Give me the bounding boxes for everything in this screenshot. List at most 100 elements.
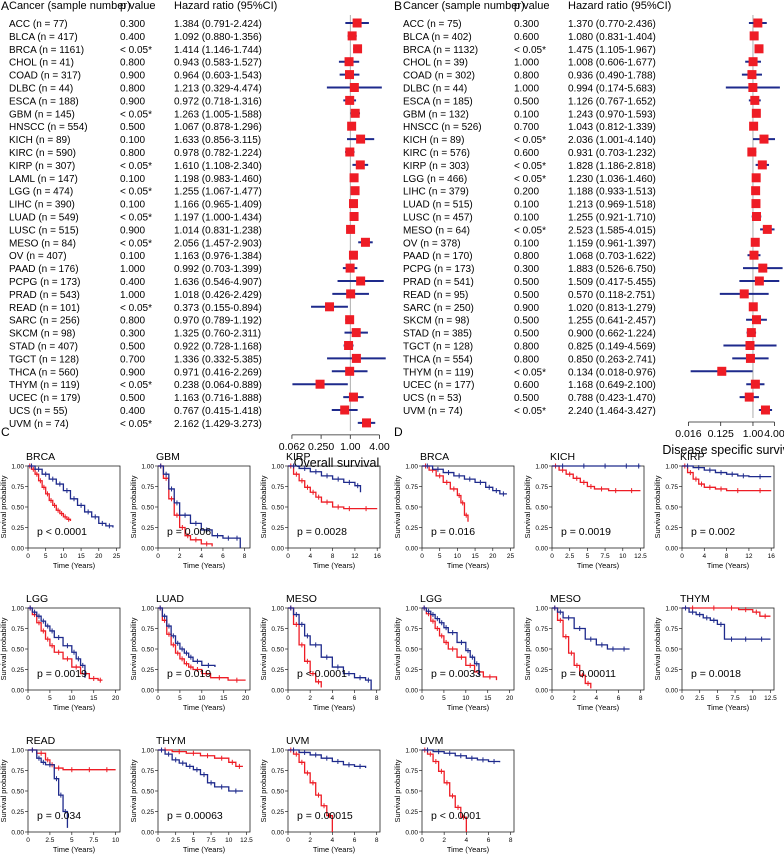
y-tick-label: 0.75 bbox=[405, 484, 418, 491]
x-tick-label: 16 bbox=[768, 553, 776, 560]
hr-box bbox=[749, 31, 759, 41]
row-hr-text: 0.992 (0.703-1.399) bbox=[174, 264, 262, 275]
row-hr-text: 1.213 (0.329-4.474) bbox=[174, 84, 262, 95]
row-hr-text: 1.198 (0.983-1.460) bbox=[174, 174, 262, 185]
row-label: LGG (n = 466) bbox=[403, 174, 467, 185]
y-tick-label: 0.25 bbox=[11, 525, 24, 532]
x-tick-label: 8 bbox=[243, 553, 247, 560]
x-axis-title: Time (Years) bbox=[447, 703, 490, 712]
x-tick-label: 10 bbox=[462, 695, 470, 702]
row-hr-text: 1.067 (0.878-1.296) bbox=[174, 122, 262, 133]
row-label: TGCT (n = 128) bbox=[9, 354, 79, 365]
row-label: OV (n = 407) bbox=[9, 251, 67, 262]
x-tick-label: 15 bbox=[484, 695, 492, 702]
row-hr-text: 1.213 (0.969-1.518) bbox=[568, 200, 656, 211]
x-tick-label: 5 bbox=[48, 695, 52, 702]
row-hr-text: 1.166 (0.965-1.409) bbox=[174, 200, 262, 211]
x-tick-label: 0 bbox=[550, 553, 554, 560]
row-pvalue: 0.600 bbox=[514, 380, 539, 391]
row-label: DLBC (n = 44) bbox=[9, 84, 73, 95]
row-label: KIRC (n = 590) bbox=[9, 148, 76, 159]
x-axis-title: Time (Years) bbox=[577, 703, 620, 712]
row-label: LUSC (n = 515) bbox=[9, 225, 79, 236]
x-tick-label: 0 bbox=[680, 553, 684, 560]
row-pvalue: 1.000 bbox=[120, 290, 145, 301]
y-tick-label: 0.75 bbox=[405, 626, 418, 633]
row-label: PRAD (n = 541) bbox=[403, 277, 474, 288]
hr-box bbox=[350, 186, 360, 196]
y-axis-title: Survival probability bbox=[653, 617, 662, 680]
row-hr-text: 0.570 (0.118-2.751) bbox=[568, 290, 655, 301]
km-plot: BRCA 0.00 0.25 0.50 0.75 1.00 0 5 10 15 20 25 Time (… bbox=[393, 451, 514, 570]
x-tick-label: 0 bbox=[420, 695, 424, 702]
row-label: STAD (n = 407) bbox=[9, 342, 78, 353]
y-tick-label: 0.25 bbox=[271, 667, 284, 674]
hr-box bbox=[751, 315, 761, 325]
km-curve-blue bbox=[288, 749, 367, 769]
row-label: READ (n = 95) bbox=[403, 290, 468, 301]
row-hr-text: 1.384 (0.791-2.424) bbox=[174, 19, 262, 30]
y-tick-label: 0.00 bbox=[405, 688, 418, 695]
hr-box bbox=[353, 44, 363, 54]
row-hr-text: 0.850 (0.263-2.741) bbox=[568, 354, 656, 365]
x-tick-label: 5 bbox=[178, 695, 182, 702]
row-pvalue: < 0.05* bbox=[514, 225, 546, 236]
row-label: ACC (n = 75) bbox=[403, 19, 462, 30]
row-pvalue: < 0.05* bbox=[120, 238, 152, 249]
row-hr-text: 1.633 (0.856-3.115) bbox=[174, 135, 261, 146]
row-label: STAD (n = 385) bbox=[403, 329, 472, 340]
y-tick-label: 1.00 bbox=[535, 464, 548, 471]
row-label: LUAD (n = 515) bbox=[403, 200, 473, 211]
km-pvalue: p = 0.019 bbox=[167, 668, 211, 680]
x-tick-label: 4 bbox=[308, 553, 312, 560]
y-tick-label: 0.50 bbox=[141, 647, 154, 654]
row-hr-text: 1.018 (0.426-2.429) bbox=[174, 290, 262, 301]
km-title: KIRP bbox=[680, 451, 705, 463]
row-pvalue: 0.400 bbox=[120, 32, 145, 43]
km-title: READ bbox=[26, 735, 56, 747]
km-plot: LUAD 0.00 0.25 0.50 0.75 1.00 0 5 10 15 20 Time (Ye… bbox=[129, 593, 251, 712]
x-axis-title: Time (Years) bbox=[53, 845, 96, 854]
row-label: UVM (n = 74) bbox=[9, 419, 69, 430]
y-tick-label: 0.75 bbox=[271, 484, 284, 491]
hr-box bbox=[351, 328, 361, 338]
y-tick-label: 1.00 bbox=[141, 748, 154, 755]
km-title: UVM bbox=[286, 735, 309, 747]
row-pvalue: 0.800 bbox=[120, 58, 145, 69]
row-pvalue: 0.500 bbox=[120, 122, 145, 133]
x-axis-title: Time (Years) bbox=[447, 561, 490, 570]
y-tick-label: 0.00 bbox=[271, 546, 284, 553]
hr-box bbox=[349, 83, 359, 92]
km-title: LGG bbox=[420, 593, 442, 605]
y-tick-label: 1.00 bbox=[141, 606, 154, 613]
forest-header-cancer: Cancer (sample number) bbox=[403, 0, 525, 12]
y-tick-label: 0.25 bbox=[141, 809, 154, 816]
row-label: LAML (n = 147) bbox=[9, 174, 78, 185]
km-plot: BRCA 0.00 0.25 0.50 0.75 1.00 0 5 10 15 20 25 Time (… bbox=[0, 451, 120, 570]
y-tick-label: 0.25 bbox=[665, 667, 678, 674]
row-hr-text: 0.825 (0.149-4.569) bbox=[568, 342, 656, 353]
y-tick-label: 0.75 bbox=[535, 626, 548, 633]
km-curve-red bbox=[28, 607, 103, 681]
row-pvalue: < 0.05* bbox=[120, 161, 152, 172]
row-label: CHOL (n = 41) bbox=[9, 58, 74, 69]
row-label: BLCA (n = 402) bbox=[403, 32, 472, 43]
km-curve-red bbox=[422, 465, 469, 522]
km-plot: KIRP 0.00 0.25 0.50 0.75 1.00 0 4 8 12 16 Time (Yea… bbox=[653, 451, 775, 570]
x-axis-title: Time (Years) bbox=[53, 561, 96, 570]
row-pvalue: 0.500 bbox=[514, 329, 539, 340]
row-pvalue: 0.800 bbox=[514, 251, 539, 262]
row-hr-text: 1.509 (0.417-5.455) bbox=[568, 277, 656, 288]
row-pvalue: < 0.05* bbox=[514, 161, 546, 172]
row-hr-text: 0.936 (0.490-1.788) bbox=[568, 71, 656, 82]
row-hr-text: 0.931 (0.703-1.232) bbox=[568, 148, 656, 159]
row-label: PAAD (n = 170) bbox=[403, 251, 473, 262]
row-hr-text: 1.159 (0.961-1.397) bbox=[568, 238, 656, 249]
row-pvalue: < 0.05* bbox=[120, 303, 152, 314]
row-hr-text: 1.080 (0.831-1.404) bbox=[568, 32, 656, 43]
row-hr-text: 1.043 (0.812-1.339) bbox=[568, 122, 656, 133]
row-label: CHOL (n = 39) bbox=[403, 58, 468, 69]
km-pvalue: p = 0.0019 bbox=[37, 668, 87, 680]
y-tick-label: 0.25 bbox=[11, 809, 24, 816]
